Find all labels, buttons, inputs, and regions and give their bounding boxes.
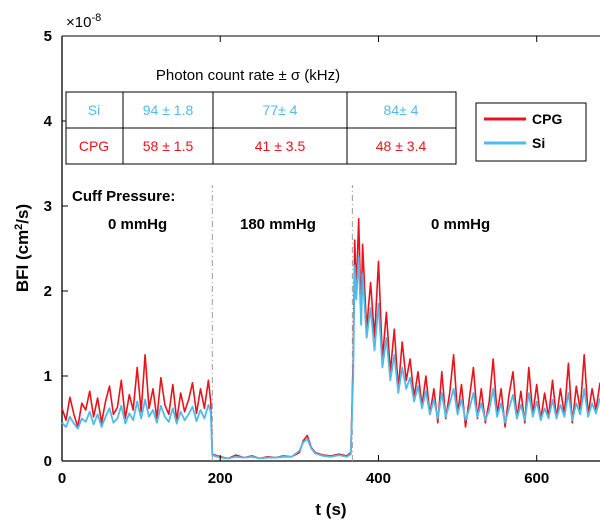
y-scale-factor: ×10-8 xyxy=(66,12,101,31)
y-tick-label: 1 xyxy=(44,368,52,385)
axis-ticks: 0 200 400 600 0 1 2 3 4 5 xyxy=(44,28,550,487)
segment-1-label: 0 mmHg xyxy=(108,216,167,233)
table-cell-si-2: 77± 4 xyxy=(263,102,298,118)
x-tick-label: 200 xyxy=(208,470,233,487)
table-row-label-cpg: CPG xyxy=(79,138,109,154)
table-cell-cpg-1: 58 ± 1.5 xyxy=(143,138,194,154)
series-line-si xyxy=(61,256,600,460)
legend: CPG Si xyxy=(475,102,587,162)
pressure-dividers xyxy=(211,185,353,461)
y-tick-label: 5 xyxy=(44,28,52,45)
photon-count-table: Photon count rate ± σ (kHz) Si 94 ± 1.8 … xyxy=(65,67,457,165)
series-layer xyxy=(61,217,600,460)
y-tick-label: 4 xyxy=(44,113,53,130)
table-title: Photon count rate ± σ (kHz) xyxy=(156,67,340,84)
legend-label-cpg: CPG xyxy=(532,111,562,127)
legend-label-si: Si xyxy=(532,135,545,151)
series-line-cpg xyxy=(61,217,600,460)
table-cell-si-1: 94 ± 1.8 xyxy=(143,102,194,118)
segment-2-label: 180 mmHg xyxy=(240,216,316,233)
table-row-label-si: Si xyxy=(88,102,100,118)
y-tick-label: 2 xyxy=(44,283,52,300)
y-tick-label: 3 xyxy=(44,198,52,215)
y-tick-label: 0 xyxy=(44,453,52,470)
y-axis-label: BFI (cm2/s) xyxy=(13,204,32,292)
x-axis-label: t (s) xyxy=(315,500,346,519)
legend-box xyxy=(475,102,587,162)
table-cell-cpg-2: 41 ± 3.5 xyxy=(255,138,306,154)
table-cell-cpg-3: 48 ± 3.4 xyxy=(376,138,427,154)
x-tick-label: 400 xyxy=(366,470,391,487)
cuff-pressure-label: Cuff Pressure: xyxy=(72,188,175,205)
table-cell-si-3: 84± 4 xyxy=(384,102,419,118)
segment-3-label: 0 mmHg xyxy=(431,216,490,233)
x-tick-label: 0 xyxy=(58,470,66,487)
x-tick-label: 600 xyxy=(524,470,549,487)
